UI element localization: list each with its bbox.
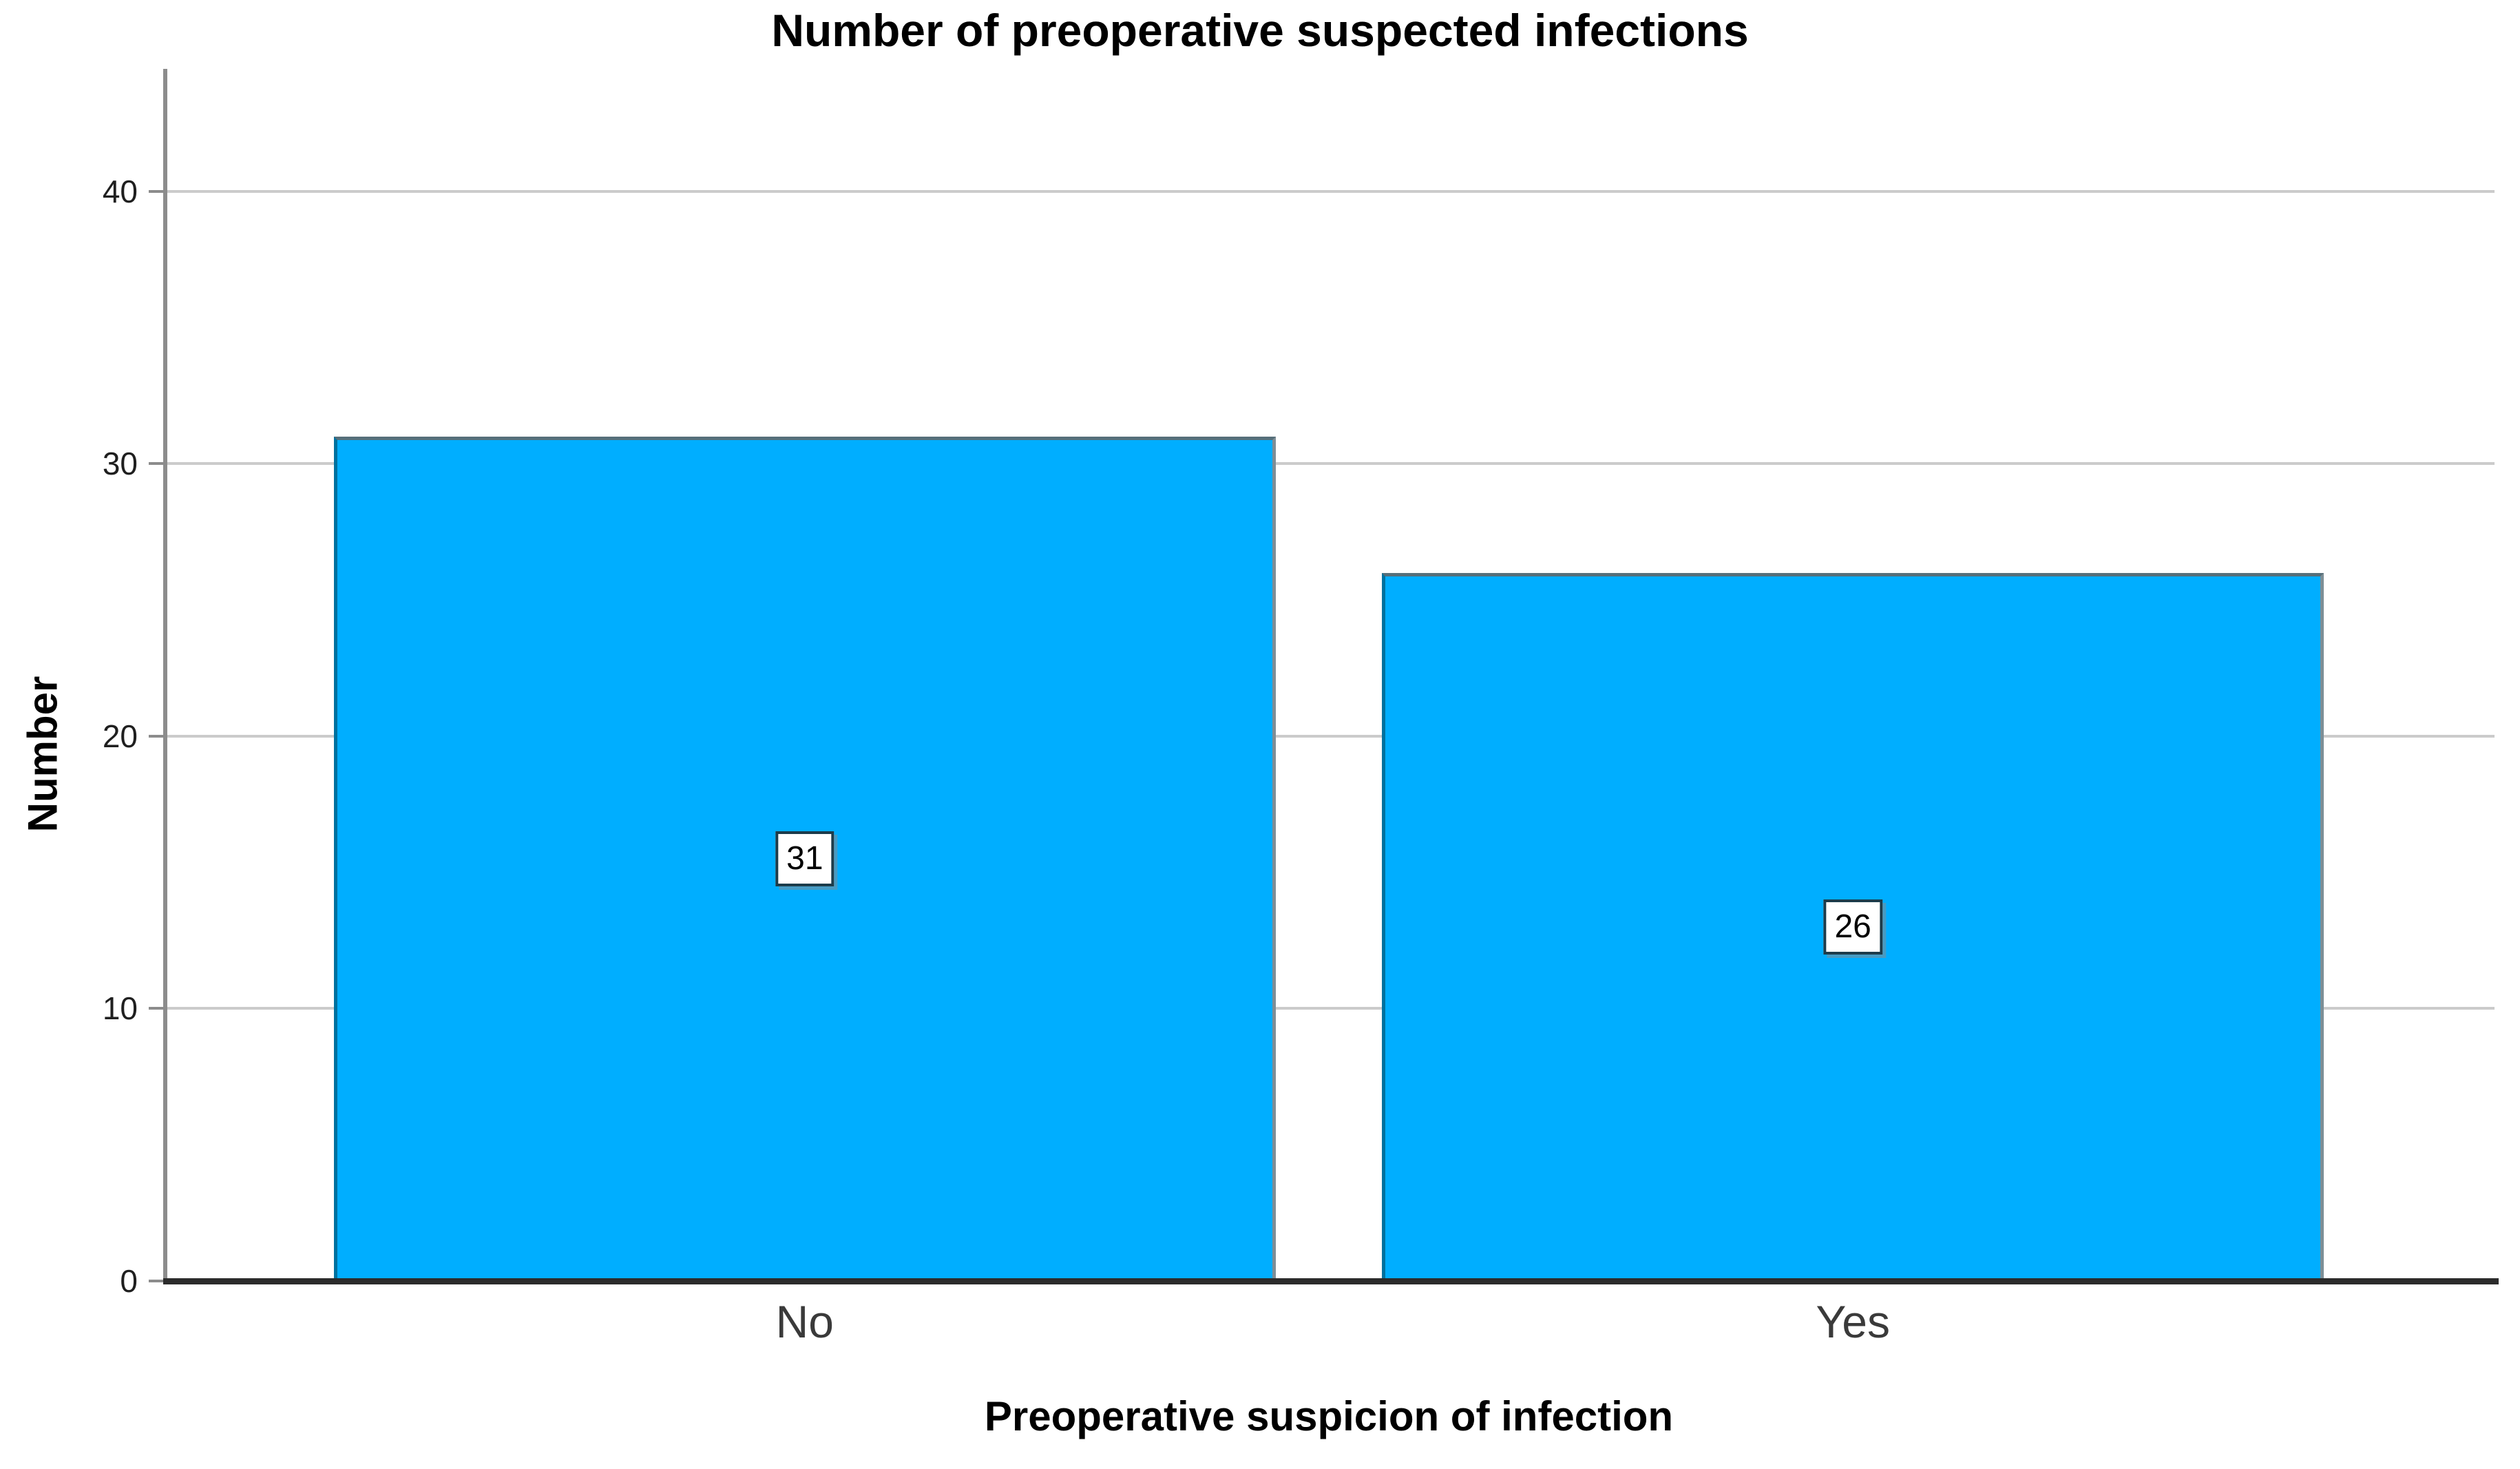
y-axis-line [163, 69, 167, 1284]
grid-line [167, 189, 2495, 193]
y-tick-label: 40 [102, 173, 138, 209]
x-axis-title: Preoperative suspicion of infection [984, 1393, 1674, 1439]
bar-value-label: 26 [1823, 899, 1882, 955]
y-tick-mark [149, 1280, 163, 1282]
y-tick-mark [149, 462, 163, 466]
y-axis-title: Number [19, 676, 66, 833]
y-tick-label: 20 [102, 718, 138, 754]
grid-line [167, 462, 2495, 466]
y-tick-label: 30 [102, 446, 138, 482]
x-category-label-no: No [775, 1296, 834, 1347]
y-tick-label: 0 [120, 1263, 138, 1299]
y-tick-mark [149, 1007, 163, 1010]
y-tick-mark [149, 189, 163, 193]
y-tick-label: 10 [102, 990, 138, 1027]
bar-value-label: 31 [775, 831, 834, 886]
grid-line [167, 1007, 2495, 1010]
x-category-label-yes: Yes [1816, 1296, 1891, 1347]
chart-title: Number of preoperative suspected infecti… [771, 5, 1749, 56]
y-tick-mark [149, 734, 163, 738]
grid-line [167, 734, 2495, 738]
x-axis-line [163, 1278, 2499, 1284]
